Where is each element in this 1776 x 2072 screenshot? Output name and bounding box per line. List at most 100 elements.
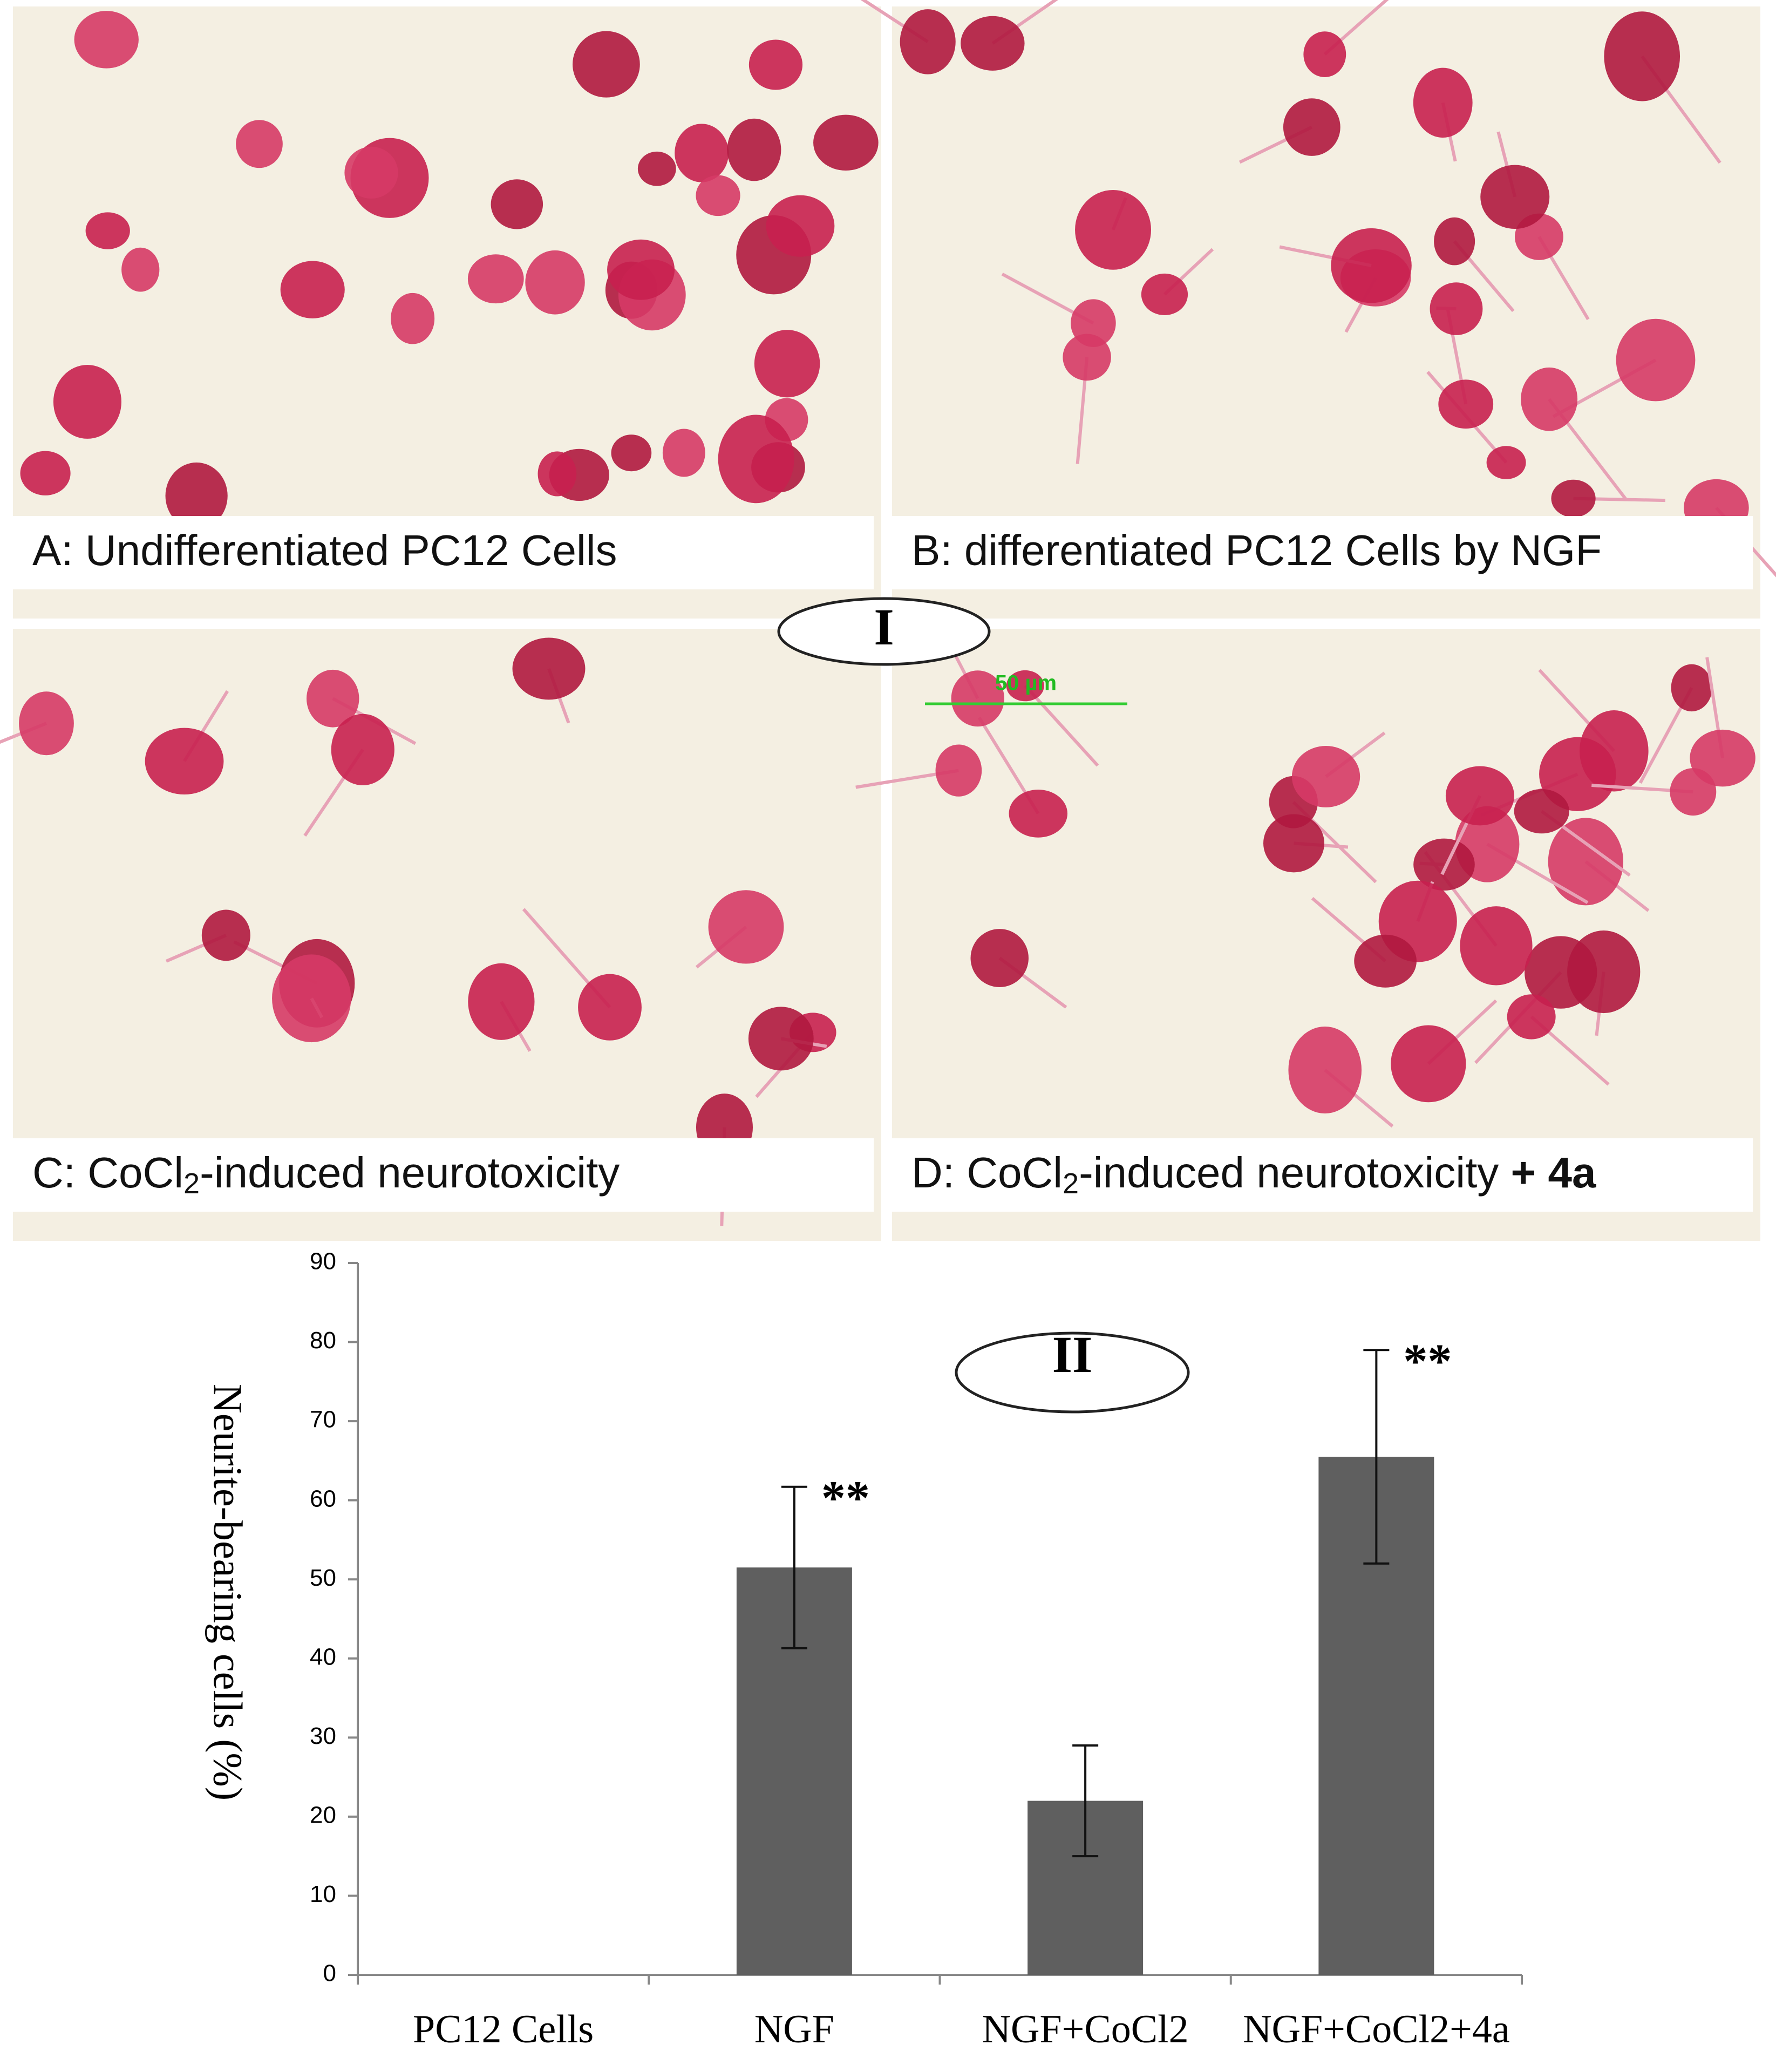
y-tick-label: 80 xyxy=(310,1327,336,1354)
cell xyxy=(1480,165,1550,229)
caption-part: 2 xyxy=(1063,1167,1079,1200)
micrograph: A: Undifferentiated PC12 Cells xyxy=(13,6,881,619)
cell xyxy=(951,670,1004,727)
cell xyxy=(1391,1025,1466,1103)
part-badge xyxy=(955,1331,1190,1414)
micrograph-panels: A: Undifferentiated PC12 Cells B: differe… xyxy=(0,0,1776,1241)
cell xyxy=(1413,67,1473,138)
caption-box xyxy=(892,516,1753,589)
cell xyxy=(121,247,160,292)
cell xyxy=(662,429,705,477)
cell xyxy=(20,451,71,495)
cell xyxy=(307,669,359,728)
error-bar xyxy=(1072,1744,1099,1858)
cell xyxy=(512,637,586,700)
cell xyxy=(19,691,74,756)
y-tick-label: 50 xyxy=(310,1565,336,1591)
cell xyxy=(1580,710,1649,792)
cell xyxy=(1671,664,1712,712)
cell xyxy=(766,195,835,257)
cell xyxy=(1303,31,1346,77)
cell xyxy=(970,929,1029,988)
x-tick-label: NGF xyxy=(754,2007,834,2051)
panel-caption: D: CoCl2-induced neurotoxicity + 4a xyxy=(911,1149,1596,1200)
part-badge xyxy=(777,597,991,666)
bar-chart: 0 10 20 30 40 50 60 70 80 90 Neurite-bearing cells… xyxy=(205,1248,1523,2051)
y-tick-label: 20 xyxy=(310,1802,336,1829)
cell xyxy=(165,462,228,529)
cell xyxy=(675,124,729,182)
cell xyxy=(53,365,121,439)
caption-part: 2 xyxy=(183,1167,200,1200)
cell xyxy=(1690,729,1755,787)
cell xyxy=(1263,814,1325,873)
cell xyxy=(611,434,652,472)
significance-mark: ** xyxy=(1403,1335,1452,1388)
caption-part: -induced neurotoxicity xyxy=(1079,1149,1510,1197)
cell xyxy=(1354,934,1417,988)
cell xyxy=(537,451,577,497)
cell xyxy=(1434,217,1475,266)
cell xyxy=(1514,789,1569,834)
caption-box xyxy=(892,1138,1753,1212)
panel-caption: C: CoCl2-induced neurotoxicity xyxy=(32,1149,620,1200)
cell xyxy=(1460,906,1533,986)
y-tick-label: 70 xyxy=(310,1407,336,1433)
cell xyxy=(748,1007,814,1071)
x-tick-label: NGF+CoCl2+4a xyxy=(1243,2007,1510,2051)
cell xyxy=(900,9,956,74)
cell xyxy=(331,714,394,785)
cell xyxy=(935,744,982,797)
y-tick-label: 40 xyxy=(310,1643,336,1670)
cell xyxy=(1141,273,1188,315)
cell xyxy=(708,890,784,964)
cell xyxy=(1006,670,1044,702)
cell xyxy=(145,728,224,795)
cell xyxy=(1430,282,1483,335)
panel-caption: B: differentiated PC12 Cells by NGF xyxy=(911,526,1602,574)
cell xyxy=(1567,930,1641,1014)
y-tick-label: 90 xyxy=(310,1248,336,1275)
cell xyxy=(1283,98,1340,156)
cell xyxy=(1604,11,1680,101)
cell xyxy=(578,974,642,1041)
cell xyxy=(272,954,351,1043)
cell xyxy=(344,146,398,199)
cell xyxy=(1413,838,1475,891)
y-tick-label: 60 xyxy=(310,1485,336,1512)
cell xyxy=(525,250,585,315)
cell xyxy=(280,261,345,318)
cell xyxy=(727,118,781,181)
part-label: II xyxy=(1052,1326,1093,1383)
caption-part: D: CoCl xyxy=(911,1149,1063,1197)
part-label: I xyxy=(874,598,894,656)
caption-part: -induced neurotoxicity xyxy=(200,1149,620,1197)
neurite xyxy=(1024,684,1099,767)
cell xyxy=(607,239,675,300)
cell xyxy=(1521,367,1578,431)
cell xyxy=(1288,1026,1362,1114)
cell xyxy=(1445,766,1514,826)
x-tick-label: PC12 Cells xyxy=(413,2007,594,2051)
cell xyxy=(1438,379,1494,429)
cell xyxy=(696,175,740,216)
y-tick-label: 10 xyxy=(310,1881,336,1907)
caption-part: + 4a xyxy=(1511,1149,1596,1197)
x-tick-label: NGF+CoCl2 xyxy=(982,2007,1189,2051)
cell xyxy=(754,330,820,398)
panel-caption: A: Undifferentiated PC12 Cells xyxy=(32,526,617,574)
cell xyxy=(468,963,535,1040)
cell xyxy=(1291,745,1360,807)
cell xyxy=(201,909,250,961)
micrograph: B: differentiated PC12 Cells by NGF xyxy=(860,0,1776,619)
y-tick-label: 0 xyxy=(323,1960,336,1987)
cell xyxy=(236,120,283,168)
cell xyxy=(1507,994,1556,1040)
micrograph: D: CoCl2-induced neurotoxicity + 4a xyxy=(855,629,1760,1241)
micrograph: C: CoCl2-induced neurotoxicity xyxy=(0,629,881,1241)
cell xyxy=(1548,818,1624,906)
caption-part: C: CoCl xyxy=(32,1149,183,1197)
cell xyxy=(1551,479,1596,518)
